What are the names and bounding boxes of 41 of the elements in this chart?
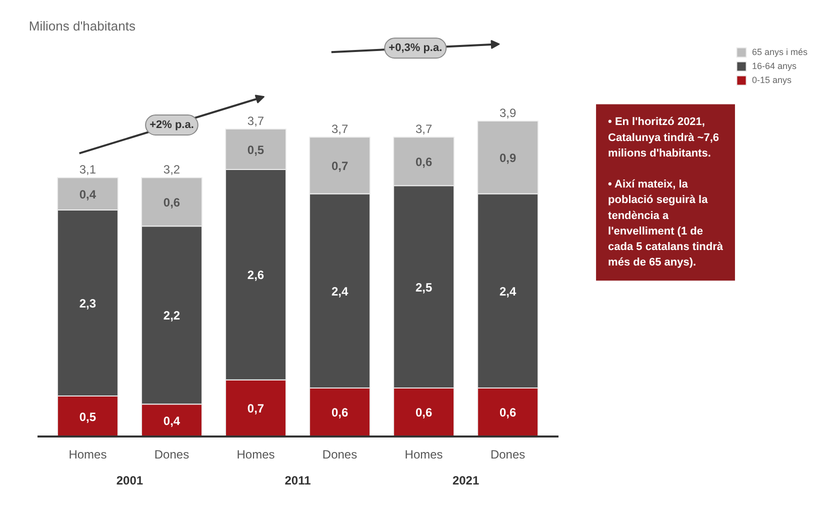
total-label: 3,9	[499, 106, 516, 120]
data-label: 2,6	[247, 268, 264, 282]
text: • En l'horitzó 2021, Catalunya tindrà ~7,6 milions d'habitants.	[608, 116, 720, 160]
data-label: 2,2	[163, 308, 180, 323]
text: 2001	[116, 474, 144, 488]
data-label: 0,4	[163, 414, 180, 428]
data-label: 0,6	[163, 195, 180, 210]
total-label: 3,7	[331, 122, 348, 136]
annotation: +2% p.a.	[150, 118, 194, 131]
legend-label: 0-15 anys	[752, 75, 792, 85]
x-tick-label: Homes	[68, 448, 107, 462]
data-label: 0,6	[415, 406, 432, 420]
data-label: 2,4	[499, 284, 516, 298]
x-tick-label: Dones	[322, 448, 358, 462]
data-label: 0,6	[331, 406, 348, 420]
chart-title: Milions d'habitants	[28, 18, 136, 34]
legend-label: 16-64 anys	[752, 61, 797, 71]
data-label: 0,4	[79, 187, 96, 202]
data-label: 0,5	[247, 142, 264, 157]
data-label: 0,7	[331, 158, 348, 173]
total-label: 3,1	[79, 162, 96, 177]
data-label: 0,6	[415, 154, 432, 169]
text: 2011	[284, 474, 312, 488]
data-label: 0,5	[79, 410, 96, 424]
total-label: 3,2	[163, 162, 180, 177]
x-tick-label: Dones	[154, 448, 190, 462]
legend-label: 65 anys i més	[752, 47, 808, 57]
data-label: 2,5	[415, 280, 432, 294]
text: 2021	[452, 474, 480, 488]
data-label: 2,3	[79, 296, 96, 310]
total-label: 3,7	[415, 122, 432, 136]
data-label: 0,9	[499, 150, 516, 165]
text: • Així mateix, la població seguirà la tendència a l'envelliment (1 de cada 5 catalans tindrà més de 65 anys).	[608, 178, 724, 269]
total-label: 3,7	[247, 114, 264, 128]
text: +0,3% p.a.	[388, 42, 442, 54]
data-label: 2,4	[331, 284, 348, 298]
x-tick-label: Dones	[490, 448, 526, 462]
x-tick-label: Homes	[236, 448, 275, 462]
data-label: 0,6	[499, 406, 516, 420]
x-tick-label: Homes	[404, 448, 443, 462]
data-label: 0,7	[247, 402, 264, 416]
